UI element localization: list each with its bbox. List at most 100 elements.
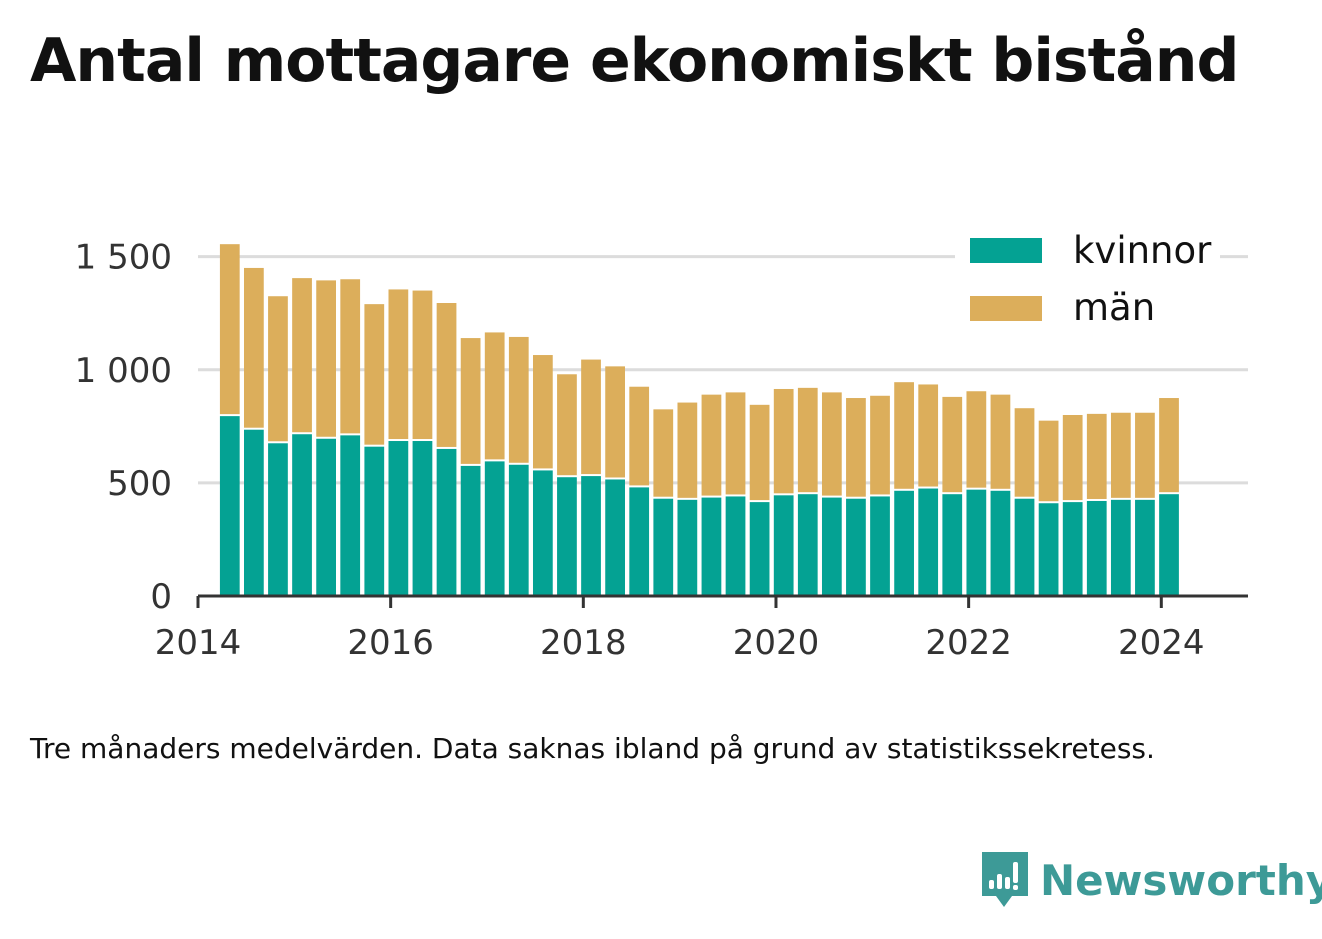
bar-man — [725, 392, 746, 495]
bar-man — [388, 289, 409, 440]
bar-man — [1110, 412, 1131, 498]
bar-kvinnor — [244, 429, 264, 596]
bar-man — [364, 304, 385, 445]
x-tick-label: 2022 — [925, 623, 1012, 663]
bar-man — [773, 388, 794, 494]
bar-man — [460, 338, 481, 464]
bar-kvinnor — [412, 441, 433, 596]
brand-logo[interactable]: Newsworthy — [980, 850, 1322, 910]
bar-man — [268, 296, 288, 442]
x-tick-label: 2016 — [347, 623, 434, 663]
bar-kvinnor — [484, 461, 505, 596]
bar-man — [436, 303, 457, 447]
bar-man — [219, 244, 240, 415]
bar-man — [942, 396, 963, 493]
bar-man — [316, 280, 336, 437]
bar-man — [1159, 398, 1179, 493]
bar-man — [1135, 412, 1155, 498]
bar-man — [821, 392, 842, 496]
bar-kvinnor — [629, 487, 650, 596]
bar-kvinnor — [460, 465, 481, 596]
bar-kvinnor — [1014, 498, 1035, 596]
bar-kvinnor — [436, 448, 457, 596]
bar-man — [1014, 408, 1035, 497]
bar-man — [532, 355, 553, 469]
bar-man — [557, 374, 577, 476]
axes: 0 500 1 000 1 500 2014 2016 2018 2020 2022 2024 — [75, 238, 1248, 663]
bar-man — [894, 382, 914, 489]
bar-kvinnor — [918, 488, 939, 596]
bar-man — [484, 332, 505, 460]
bar-kvinnor — [990, 490, 1011, 596]
bar-man — [412, 290, 433, 440]
bar-kvinnor — [268, 443, 288, 596]
y-tick-label: 0 — [150, 577, 172, 617]
bar-kvinnor — [846, 498, 866, 596]
bar-kvinnor — [797, 494, 818, 596]
bars — [219, 244, 1179, 596]
y-tick-label: 500 — [107, 464, 172, 504]
bar-kvinnor — [677, 499, 698, 596]
bar-kvinnor — [364, 446, 385, 596]
bar-man — [918, 384, 939, 487]
bar-kvinnor — [219, 416, 240, 596]
bar-kvinnor — [1038, 503, 1059, 596]
bar-man — [677, 402, 698, 498]
bar-man — [340, 279, 361, 434]
bar-kvinnor — [653, 498, 674, 596]
bar-chart: 0 500 1 000 1 500 2014 2016 2018 2020 2022 2024 k… — [74, 225, 1248, 663]
bar-kvinnor — [773, 495, 794, 596]
bar-man — [749, 404, 770, 501]
newsworthy-logo-icon — [982, 852, 1028, 907]
bar-kvinnor — [1159, 494, 1179, 596]
bar-man — [1086, 413, 1107, 499]
x-tick-label: 2020 — [733, 623, 820, 663]
bar-kvinnor — [557, 477, 577, 596]
x-tick-label: 2014 — [155, 623, 242, 663]
bar-man — [581, 359, 601, 475]
bar-kvinnor — [966, 489, 987, 596]
bar-kvinnor — [508, 464, 529, 596]
bar-man — [1038, 420, 1059, 502]
bar-kvinnor — [725, 496, 746, 596]
x-tick-label: 2024 — [1118, 623, 1205, 663]
bar-man — [605, 366, 625, 478]
bar-man — [629, 386, 650, 486]
bar-man — [292, 278, 312, 433]
bar-kvinnor — [749, 502, 770, 596]
bar-man — [870, 395, 890, 495]
bar-kvinnor — [701, 497, 722, 596]
bar-kvinnor — [1086, 500, 1107, 596]
bar-man — [701, 394, 722, 496]
chart-footnote: Tre månaders medelvärden. Data saknas ib… — [30, 732, 1155, 765]
y-tick-label: 1 500 — [75, 238, 172, 278]
bar-man — [990, 394, 1011, 489]
bar-man — [846, 398, 866, 497]
legend-label-man: män — [1073, 286, 1155, 329]
bar-man — [1062, 415, 1083, 501]
x-tick-label: 2018 — [540, 623, 627, 663]
bar-kvinnor — [605, 479, 625, 596]
bar-kvinnor — [581, 476, 601, 596]
bar-kvinnor — [1062, 502, 1083, 596]
bar-man — [966, 391, 987, 488]
bar-kvinnor — [292, 434, 312, 596]
bar-man — [797, 387, 818, 493]
legend-swatch-man — [970, 296, 1042, 321]
bar-man — [508, 336, 529, 463]
bar-kvinnor — [316, 438, 336, 596]
legend: kvinnor män — [955, 225, 1220, 340]
brand-name: Newsworthy — [1040, 855, 1322, 905]
bar-kvinnor — [1135, 499, 1155, 596]
legend-swatch-kvinnor — [970, 238, 1042, 263]
bar-kvinnor — [532, 470, 553, 596]
bar-kvinnor — [388, 441, 409, 596]
chart-title: Antal mottagare ekonomiskt bistånd — [30, 26, 1239, 96]
bar-man — [653, 409, 674, 497]
bar-kvinnor — [870, 496, 890, 596]
bar-kvinnor — [340, 435, 361, 596]
y-tick-label: 1 000 — [75, 351, 172, 391]
bar-kvinnor — [821, 497, 842, 596]
legend-label-kvinnor: kvinnor — [1073, 229, 1212, 272]
bar-kvinnor — [942, 494, 963, 596]
